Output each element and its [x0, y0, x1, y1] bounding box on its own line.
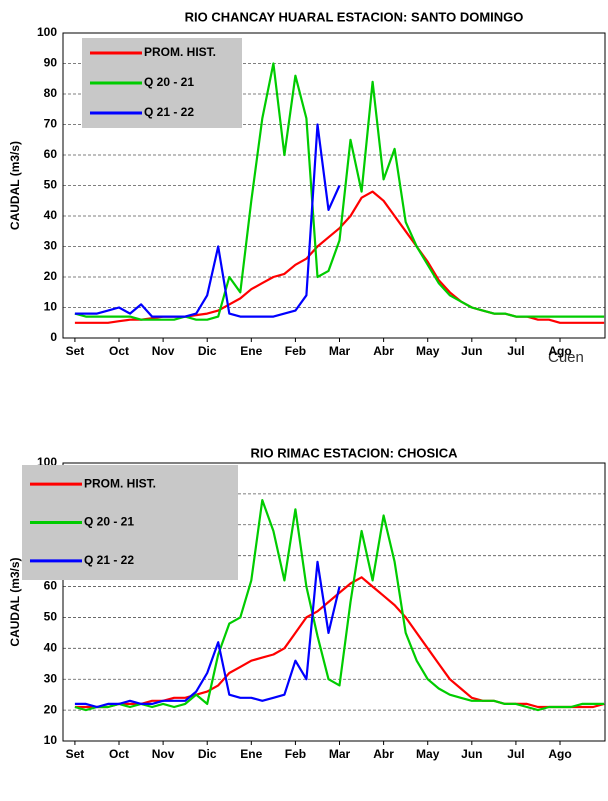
x-tick-label: Jul — [507, 747, 524, 761]
legend-label: Q 20 - 21 — [144, 75, 194, 89]
x-tick-label: Feb — [285, 747, 306, 761]
map-label: Cuen — [548, 349, 584, 366]
x-tick-label: May — [416, 344, 440, 358]
legend-label: PROM. HIST. — [144, 45, 216, 59]
y-tick-label: 50 — [44, 178, 58, 192]
y-tick-label: 100 — [37, 25, 57, 39]
y-axis-label: CAUDAL (m3/s) — [8, 141, 22, 230]
y-tick-label: 80 — [44, 86, 58, 100]
x-tick-label: Abr — [373, 344, 394, 358]
y-tick-label: 30 — [44, 671, 58, 685]
y-tick-label: 30 — [44, 239, 58, 253]
x-tick-label: May — [416, 747, 440, 761]
y-axis-label: CAUDAL (m3/s) — [8, 557, 22, 646]
series-line — [74, 62, 605, 321]
x-tick-label: Nov — [152, 344, 175, 358]
y-tick-label: 70 — [44, 117, 58, 131]
y-tick-label: 20 — [44, 269, 58, 283]
y-tick-label: 60 — [44, 147, 58, 161]
y-tick-label: 10 — [44, 300, 58, 314]
chart-title: RIO RIMAC ESTACION: CHOSICA — [250, 445, 458, 460]
x-tick-label: Jun — [461, 344, 482, 358]
y-tick-label: 20 — [44, 702, 58, 716]
series-line — [74, 123, 341, 318]
legend-label: Q 21 - 22 — [84, 553, 134, 567]
x-tick-label: Dic — [198, 344, 217, 358]
x-tick-label: Oct — [109, 747, 129, 761]
x-tick-label: Dic — [198, 747, 217, 761]
y-tick-label: 90 — [44, 56, 58, 70]
x-tick-label: Oct — [109, 344, 129, 358]
x-tick-label: Mar — [329, 747, 351, 761]
x-tick-label: Set — [66, 344, 85, 358]
y-tick-label: 60 — [44, 579, 58, 593]
x-tick-label: Jul — [507, 344, 524, 358]
x-tick-label: Ago — [548, 747, 571, 761]
x-tick-label: Nov — [152, 747, 175, 761]
x-tick-label: Abr — [373, 747, 394, 761]
legend-label: Q 20 - 21 — [84, 515, 134, 529]
legend-label: PROM. HIST. — [84, 476, 156, 490]
x-tick-label: Feb — [285, 344, 306, 358]
plot-frame — [62, 462, 606, 742]
legend-label: Q 21 - 22 — [144, 105, 194, 119]
y-tick-label: 10 — [44, 733, 58, 747]
x-tick-label: Jun — [461, 747, 482, 761]
x-tick-label: Ago — [548, 344, 571, 358]
series-line — [74, 560, 341, 709]
y-tick-label: 40 — [44, 208, 58, 222]
x-tick-label: Set — [66, 747, 85, 761]
chart-title: RIO CHANCAY HUARAL ESTACION: SANTO DOMIN… — [185, 9, 524, 24]
series-line — [74, 499, 605, 712]
y-tick-label: 50 — [44, 610, 58, 624]
y-tick-label: 0 — [50, 330, 57, 344]
x-tick-label: Mar — [329, 344, 351, 358]
x-tick-label: Ene — [240, 344, 262, 358]
x-tick-label: Ene — [240, 747, 262, 761]
y-tick-label: 40 — [44, 641, 58, 655]
plot-frame — [62, 32, 606, 339]
